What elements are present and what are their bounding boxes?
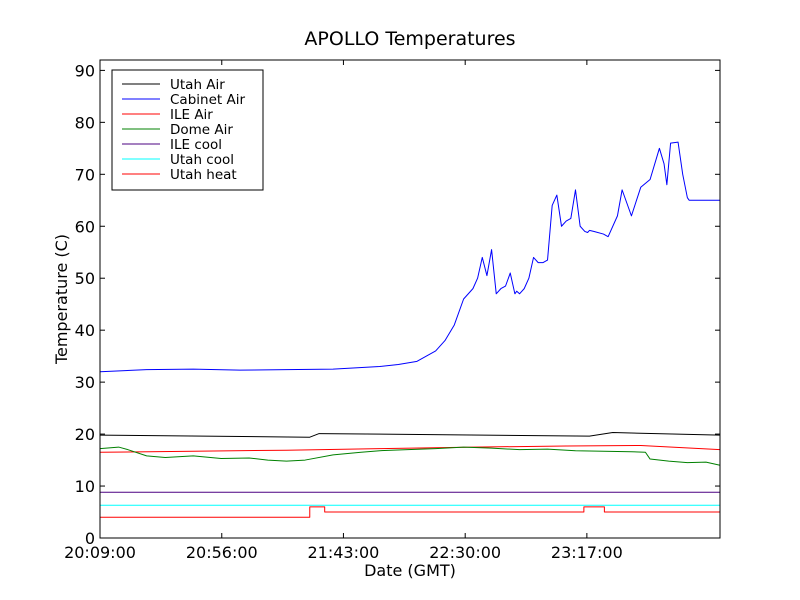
series-layer — [99, 141, 721, 518]
x-tick-label: 22:30:00 — [429, 543, 501, 562]
x-tick-label: 23:17:00 — [551, 543, 623, 562]
chart-title: APOLLO Temperatures — [304, 28, 515, 50]
x-tick-label: 20:56:00 — [186, 543, 258, 562]
y-tick-label: 0 — [85, 529, 95, 548]
y-axis-label: Temperature (C) — [52, 234, 71, 365]
y-tick-label: 30 — [75, 373, 95, 392]
y-tick-label: 10 — [75, 477, 95, 496]
y-tick-label: 90 — [75, 61, 95, 80]
legend-label: Utah Air — [170, 77, 225, 93]
y-tick-label: 20 — [75, 425, 95, 444]
y-tick-label: 80 — [75, 113, 95, 132]
x-tick-label: 21:43:00 — [308, 543, 380, 562]
series-line-ile-air — [99, 445, 721, 453]
x-axis-label: Date (GMT) — [364, 561, 456, 580]
y-tick-label: 60 — [75, 217, 95, 236]
legend-box — [111, 69, 264, 191]
series-line-dome-air — [99, 446, 721, 466]
x-axis-ticks: 20:09:00 20:56:00 21:43:00 22:30:00 23:17:00 — [64, 60, 623, 562]
series-line-cabinet-air — [99, 141, 720, 373]
legend-label: ILE cool — [170, 137, 222, 153]
plot-border — [99, 59, 721, 539]
legend-label: ILE Air — [170, 107, 213, 123]
x-tick-label: 20:09:00 — [64, 543, 136, 562]
series-line-utah-air — [99, 432, 721, 438]
series-line-utah-heat — [100, 506, 720, 518]
legend-label: Cabinet Air — [170, 92, 245, 108]
y-tick-label: 50 — [75, 269, 95, 288]
legend-label: Utah heat — [170, 167, 237, 183]
legend-label: Utah cool — [170, 152, 234, 168]
y-axis-ticks: 0 10 20 30 40 50 60 70 80 90 — [75, 61, 720, 548]
legend-label: Dome Air — [170, 122, 233, 138]
y-tick-label: 40 — [75, 321, 95, 340]
y-tick-label: 70 — [75, 165, 95, 184]
